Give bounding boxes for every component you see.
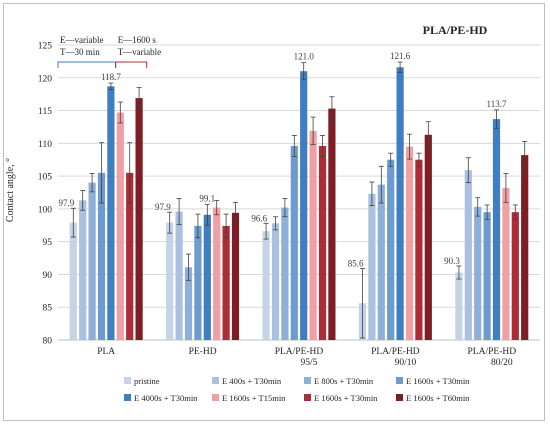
- category-label: PLA/PE-HD: [468, 347, 517, 357]
- y-tick-label: 100: [38, 205, 53, 215]
- legend-swatch: [396, 377, 403, 384]
- y-tick-label: 125: [38, 42, 53, 52]
- bar: [309, 130, 317, 340]
- bar: [166, 222, 174, 340]
- bar: [474, 206, 482, 340]
- bar: [88, 182, 96, 340]
- annotation-text: T—30 min: [60, 47, 100, 57]
- y-axis-label: Contact angle, °: [5, 158, 16, 222]
- annotation-bracket: [115, 61, 148, 68]
- y-tick-label: 115: [38, 107, 52, 117]
- bar: [262, 231, 270, 340]
- annotation-text: E—1600 s: [118, 35, 157, 45]
- figure-frame: [3, 3, 545, 421]
- legend-swatch: [124, 394, 131, 401]
- bar: [318, 145, 327, 340]
- annotation-bracket: [57, 61, 116, 68]
- bar: [396, 67, 404, 341]
- annotation-text: E—variable: [60, 35, 103, 45]
- category-label: PLA/PE-HD: [371, 347, 420, 357]
- legend: pristine E 400s + T30min E 800s + T30min E …: [124, 376, 470, 403]
- chart-title: PLA/PE-HD: [423, 23, 488, 37]
- data-label: 99.1: [199, 193, 215, 203]
- bar: [69, 222, 77, 340]
- bar: [511, 212, 519, 340]
- y-axis-ticks: 80 85 90 95 100 105 110 115 120 125: [38, 42, 53, 347]
- legend-label: E 4000s + T30min: [134, 393, 198, 403]
- legend-label: pristine: [134, 376, 160, 386]
- bar: [464, 170, 472, 340]
- bar: [290, 145, 298, 340]
- category-label: PLA: [97, 347, 115, 357]
- legend-label: E 1600s + T15min: [222, 393, 286, 403]
- bar: [231, 212, 240, 340]
- legend-swatch: [212, 377, 219, 384]
- legend-swatch: [212, 394, 219, 401]
- data-label: 121.0: [294, 52, 315, 62]
- legend-label: E 800s + T30min: [314, 376, 374, 386]
- bar: [521, 155, 529, 340]
- y-tick-label: 110: [38, 140, 52, 150]
- bar: [424, 134, 432, 340]
- data-label: 113.7: [487, 99, 507, 109]
- legend-label: E 400s + T30min: [222, 376, 282, 386]
- bar: [281, 207, 289, 340]
- bar: [184, 267, 193, 340]
- y-tick-label: 80: [43, 337, 53, 347]
- category-label: 95/5: [301, 358, 318, 368]
- data-label: 118.7: [101, 72, 121, 82]
- x-axis-categories: PLA PE-HD PLA/PE-HD95/5PLA/PE-HD90/10PLA/P…: [97, 347, 516, 368]
- data-label: 90.3: [444, 256, 460, 266]
- bar: [328, 108, 336, 340]
- bar: [502, 187, 510, 340]
- data-labels: 97.9 118.7 97.9 99.1 96.6 121.0 85.6 121.6 90.3 1…: [59, 51, 507, 268]
- bar: [405, 146, 414, 340]
- bar: [107, 86, 115, 340]
- annotations: E—variable T—30 min E—1600 s T—variable: [57, 35, 161, 68]
- data-label: 96.6: [251, 213, 267, 223]
- bar: [203, 214, 211, 340]
- y-tick-label: 90: [43, 271, 53, 281]
- legend-swatch: [304, 394, 311, 401]
- data-label: 85.6: [348, 259, 364, 269]
- error-bars: [70, 61, 528, 339]
- bar: [387, 159, 395, 340]
- legend-label: E 1600s + T60min: [406, 393, 470, 403]
- bar: [222, 225, 230, 340]
- data-label: 97.9: [59, 198, 75, 208]
- legend-swatch: [124, 377, 131, 384]
- bar: [368, 193, 376, 340]
- bar: [377, 184, 385, 340]
- y-tick-label: 95: [43, 238, 53, 248]
- legend-label: E 1600s + T30min: [314, 393, 378, 403]
- data-label: 97.9: [155, 202, 171, 212]
- category-label: PLA/PE-HD: [275, 347, 324, 357]
- data-label: 121.6: [390, 51, 411, 61]
- category-label: 90/10: [395, 358, 417, 368]
- bar: [300, 71, 308, 340]
- bar: [79, 200, 87, 340]
- bar: [116, 112, 124, 341]
- bar: [135, 98, 143, 340]
- category-label: PE-HD: [189, 347, 217, 357]
- bar: [271, 223, 280, 340]
- y-tick-label: 120: [38, 74, 53, 84]
- bar: [455, 272, 463, 340]
- bar: [194, 225, 202, 340]
- legend-label: E 1600s + T30min: [406, 376, 470, 386]
- y-tick-label: 105: [38, 173, 53, 183]
- bar: [492, 119, 501, 340]
- bar: [415, 159, 423, 340]
- bar: [483, 212, 491, 340]
- bar: [126, 172, 134, 340]
- bar: [175, 211, 183, 340]
- bar: [97, 172, 106, 340]
- legend-swatch: [304, 377, 311, 384]
- annotation-text: T—variable: [118, 47, 161, 57]
- category-label: 80/20: [491, 358, 513, 368]
- bar: [213, 207, 221, 340]
- legend-swatch: [396, 394, 403, 401]
- y-tick-label: 85: [43, 304, 53, 314]
